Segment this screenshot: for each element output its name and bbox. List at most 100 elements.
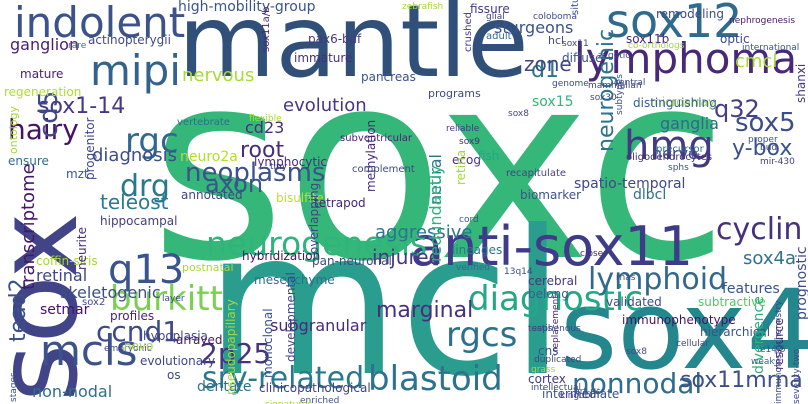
word: lineages bbox=[452, 243, 503, 257]
word: regeneration bbox=[4, 85, 82, 99]
word: enriched bbox=[300, 396, 340, 404]
word: sox4 bbox=[560, 266, 808, 394]
word: sox4a bbox=[743, 248, 796, 269]
word: testis bbox=[528, 324, 553, 334]
word: injured bbox=[372, 245, 442, 269]
word: sox30 bbox=[590, 93, 617, 103]
word: monoclonal bbox=[261, 308, 275, 378]
word: neurogenesis bbox=[206, 224, 428, 263]
word: axon bbox=[205, 170, 264, 198]
word: shanxi bbox=[794, 63, 808, 103]
word: intermediate bbox=[542, 387, 620, 401]
word: remodeling bbox=[656, 7, 724, 21]
word: recapitulate bbox=[506, 168, 567, 179]
word: redundantly bbox=[426, 165, 445, 262]
word: postnatal bbox=[182, 261, 234, 274]
word: dentate bbox=[197, 379, 252, 395]
word: coffin-siris bbox=[36, 254, 98, 268]
word: os bbox=[167, 368, 181, 382]
word: mipi bbox=[90, 46, 181, 95]
word: close bbox=[580, 249, 604, 259]
word: bud bbox=[760, 143, 778, 153]
word: d1 bbox=[531, 58, 559, 83]
word: ensure bbox=[8, 154, 49, 168]
word: clinicopathological bbox=[259, 381, 371, 395]
word: optic bbox=[720, 32, 750, 46]
word: bisulfite bbox=[276, 191, 324, 205]
word: novo bbox=[124, 339, 154, 353]
word: qrt-pcr bbox=[574, 387, 605, 397]
word: mesenchyme bbox=[254, 273, 335, 287]
word: adult bbox=[486, 31, 512, 42]
word: e14.5 bbox=[760, 345, 786, 355]
word: aggressive bbox=[375, 222, 473, 243]
word: diagnosis bbox=[92, 145, 178, 166]
word: crushed bbox=[463, 12, 474, 52]
word: intellectual bbox=[531, 383, 582, 393]
word: sox9 bbox=[459, 137, 480, 147]
word: mcls bbox=[40, 326, 138, 375]
word: developmental bbox=[284, 272, 298, 362]
word: cns bbox=[538, 344, 559, 358]
word: cd23 bbox=[245, 118, 285, 137]
word: setmar bbox=[40, 302, 90, 318]
word: rgc bbox=[125, 121, 179, 161]
word: profiles bbox=[110, 309, 155, 323]
word: hippocampal bbox=[100, 214, 178, 228]
word: pancreas bbox=[361, 70, 416, 84]
word: mzt bbox=[66, 167, 89, 181]
word: stages bbox=[9, 372, 19, 402]
word: reliable bbox=[446, 124, 480, 134]
word: sturgeons bbox=[494, 18, 574, 37]
word: lymphocytic bbox=[254, 155, 328, 169]
word: teleost bbox=[100, 190, 169, 214]
word: embryonic bbox=[104, 344, 152, 354]
word: hierarchical bbox=[700, 325, 771, 339]
word: evolutionary bbox=[140, 354, 216, 368]
word: glial bbox=[486, 12, 505, 22]
word: burkitt bbox=[110, 279, 223, 319]
word: prognostic bbox=[794, 246, 808, 320]
word: complement bbox=[352, 164, 415, 175]
word: ganglion bbox=[10, 35, 80, 54]
word: saphenous bbox=[532, 324, 581, 334]
word: oligodendrocytes bbox=[626, 152, 713, 163]
word: biomarker bbox=[520, 188, 582, 202]
word: nephrogenesis bbox=[729, 16, 796, 26]
word: belong bbox=[528, 287, 569, 301]
word: high-mobility-group bbox=[178, 0, 316, 15]
word: nervous bbox=[182, 65, 255, 86]
word: cmcl bbox=[735, 51, 778, 72]
word: duplicated bbox=[534, 355, 582, 365]
word: sox11mrna bbox=[680, 368, 803, 393]
word: mature bbox=[20, 67, 64, 81]
word: soxc bbox=[150, 17, 729, 319]
word: grass bbox=[531, 365, 556, 375]
word: evolution bbox=[283, 95, 367, 116]
word: kingdom bbox=[560, 391, 600, 401]
word: 2p25 bbox=[200, 337, 272, 370]
word: spatio-temporal bbox=[574, 176, 686, 192]
word: blastoid bbox=[368, 359, 503, 399]
word: tetrapod bbox=[314, 196, 366, 210]
word: arrayed bbox=[176, 333, 223, 347]
word: validated bbox=[606, 295, 662, 309]
word: mantle bbox=[178, 0, 529, 100]
word: flexible bbox=[249, 114, 282, 124]
word: cyclin bbox=[716, 212, 803, 247]
word: hairy bbox=[8, 113, 79, 146]
word: hypoplasia bbox=[143, 329, 208, 343]
word: skeletogenic bbox=[60, 283, 161, 302]
word: methylation bbox=[364, 119, 378, 192]
word: cortex bbox=[528, 372, 566, 386]
word: nerve bbox=[652, 144, 698, 163]
word: nonnodal bbox=[572, 367, 703, 400]
word: sox5 bbox=[735, 108, 796, 138]
word: sox8 bbox=[626, 347, 647, 357]
word: mcl bbox=[205, 188, 566, 404]
word: ecog bbox=[452, 153, 481, 167]
word: 13q14 bbox=[504, 267, 533, 277]
word: mammalian bbox=[588, 81, 642, 91]
word: q13 bbox=[108, 247, 185, 293]
